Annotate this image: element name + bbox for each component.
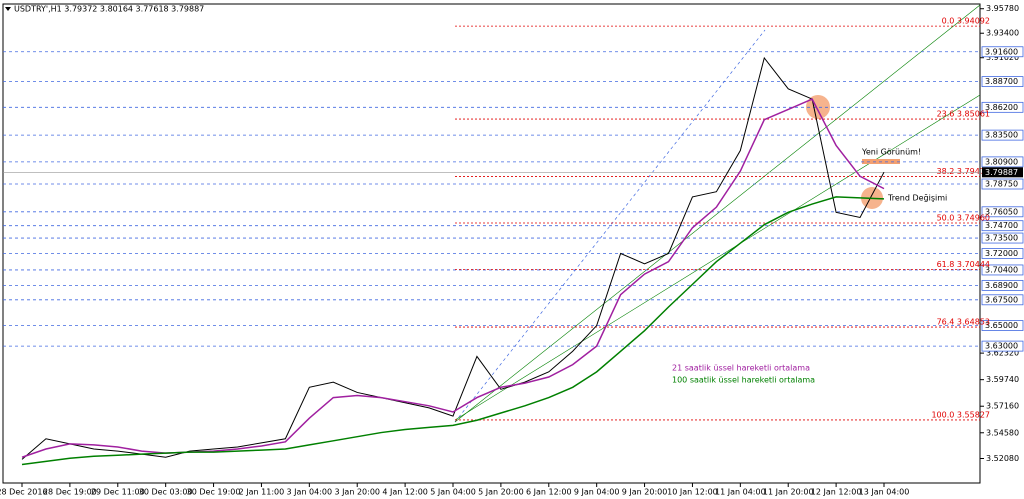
plot-frame [2, 3, 981, 484]
y-tick-label: 3.62320 [986, 349, 1019, 358]
trendline [454, 4, 981, 423]
highlight-circle [806, 95, 830, 119]
fib-label: 100.0 3.55827 [931, 410, 990, 419]
current-price-box [982, 167, 1023, 178]
level-label: 3.76050 [985, 207, 1018, 216]
y-tick-label: 3.91020 [986, 53, 1019, 62]
chart-title: USDTRY',H1 3.79372 3.80164 3.77618 3.798… [14, 5, 204, 14]
x-tick-label: 3 Jan 04:00 [287, 488, 333, 497]
x-tick-label: 11 Jan 04:00 [715, 488, 766, 497]
x-tick-label: 28 Dec 2016 [0, 488, 48, 497]
y-tick-label: 3.57160 [986, 402, 1019, 411]
level-box [981, 129, 1024, 141]
y-tick-label: 3.95780 [986, 4, 1019, 13]
fib-label: 61.8 3.70444 [937, 260, 990, 269]
x-tick-label: 28 Dec 19:00 [43, 488, 97, 497]
level-label: 3.68900 [985, 281, 1018, 290]
current-price-label: 3.79887 [985, 168, 1018, 177]
level-box [981, 294, 1024, 306]
x-tick-label: 4 Jan 12:00 [382, 488, 428, 497]
x-tick-label: 10 Jan 12:00 [667, 488, 718, 497]
level-box [981, 248, 1024, 259]
series-line [21, 98, 885, 458]
x-tick-label: 12 Jan 12:00 [811, 488, 862, 497]
level-label: 3.83500 [985, 131, 1018, 140]
x-tick-label: 3 Jan 20:00 [334, 488, 380, 497]
x-tick-label: 5 Jan 04:00 [430, 488, 476, 497]
level-label: 3.70400 [985, 265, 1018, 274]
level-box [981, 101, 1024, 113]
series-line [21, 196, 885, 466]
y-tick-label: 3.54580 [986, 428, 1019, 437]
level-label: 3.65000 [985, 321, 1018, 330]
annotation: Yeni Görünüm! [861, 148, 921, 157]
level-box [981, 279, 1024, 291]
series-line [21, 56, 885, 460]
level-box [981, 76, 1024, 88]
fib-label: 76.4 3.64853 [937, 318, 990, 327]
level-box [981, 232, 1024, 244]
x-tick-label: 13 Jan 04:00 [859, 488, 910, 497]
y-tick-label: 3.59740 [986, 375, 1019, 384]
level-box [981, 178, 1024, 190]
level-box [981, 264, 1024, 276]
level-label: 3.86200 [985, 103, 1018, 112]
menu-arrow [5, 7, 11, 11]
level-label: 3.67500 [985, 295, 1018, 304]
y-tick-label: 3.93400 [986, 29, 1019, 38]
x-tick-label: 2 Jan 11:00 [239, 488, 285, 497]
x-tick-label: 9 Jan 04:00 [574, 488, 620, 497]
level-box [981, 340, 1024, 352]
x-tick-label: 5 Jan 20:00 [478, 488, 524, 497]
level-box [981, 220, 1024, 232]
fib-label: 50.0 3.74960 [937, 214, 990, 223]
x-tick-label: 29 Dec 11:00 [91, 488, 145, 497]
trendline [454, 94, 981, 421]
level-label: 3.91600 [985, 47, 1018, 56]
level-label: 3.88700 [985, 77, 1018, 86]
level-label: 3.73500 [985, 234, 1018, 243]
fib-label: 23.6 3.85061 [937, 110, 990, 119]
fib-label: 38.2 3.79475 [937, 167, 990, 176]
y-tick-label: 3.52080 [986, 454, 1019, 463]
fib-trend [454, 29, 766, 423]
series-label: 21 saatlik üssel hareketli ortalama [672, 364, 810, 373]
level-label: 3.72000 [985, 249, 1018, 258]
level-box [981, 320, 1024, 331]
level-box [981, 46, 1024, 58]
level-label: 3.78750 [985, 180, 1018, 189]
x-tick-label: 9 Jan 20:00 [622, 488, 668, 497]
level-label: 3.63000 [985, 342, 1018, 351]
x-tick-label: 6 Jan 12:00 [526, 488, 572, 497]
x-tick-label: 30 Dec 19:00 [187, 488, 241, 497]
series-label: 100 saatlik üssel hareketli ortalama [672, 376, 815, 385]
level-label: 3.80900 [985, 157, 1018, 166]
level-box [981, 156, 1024, 168]
annotation: Trend Değişimi [887, 194, 947, 203]
x-tick-label: 30 Dec 03:00 [139, 488, 193, 497]
level-box [981, 206, 1024, 218]
x-tick-label: 11 Jan 20:00 [763, 488, 814, 497]
fib-label: 0.0 3.94092 [942, 17, 990, 26]
level-label: 3.74700 [985, 221, 1018, 230]
